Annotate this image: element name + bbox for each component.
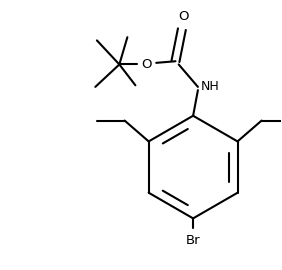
Text: O: O [178,10,189,23]
Text: O: O [141,58,152,71]
Text: Br: Br [186,234,201,247]
Text: NH: NH [201,80,220,93]
